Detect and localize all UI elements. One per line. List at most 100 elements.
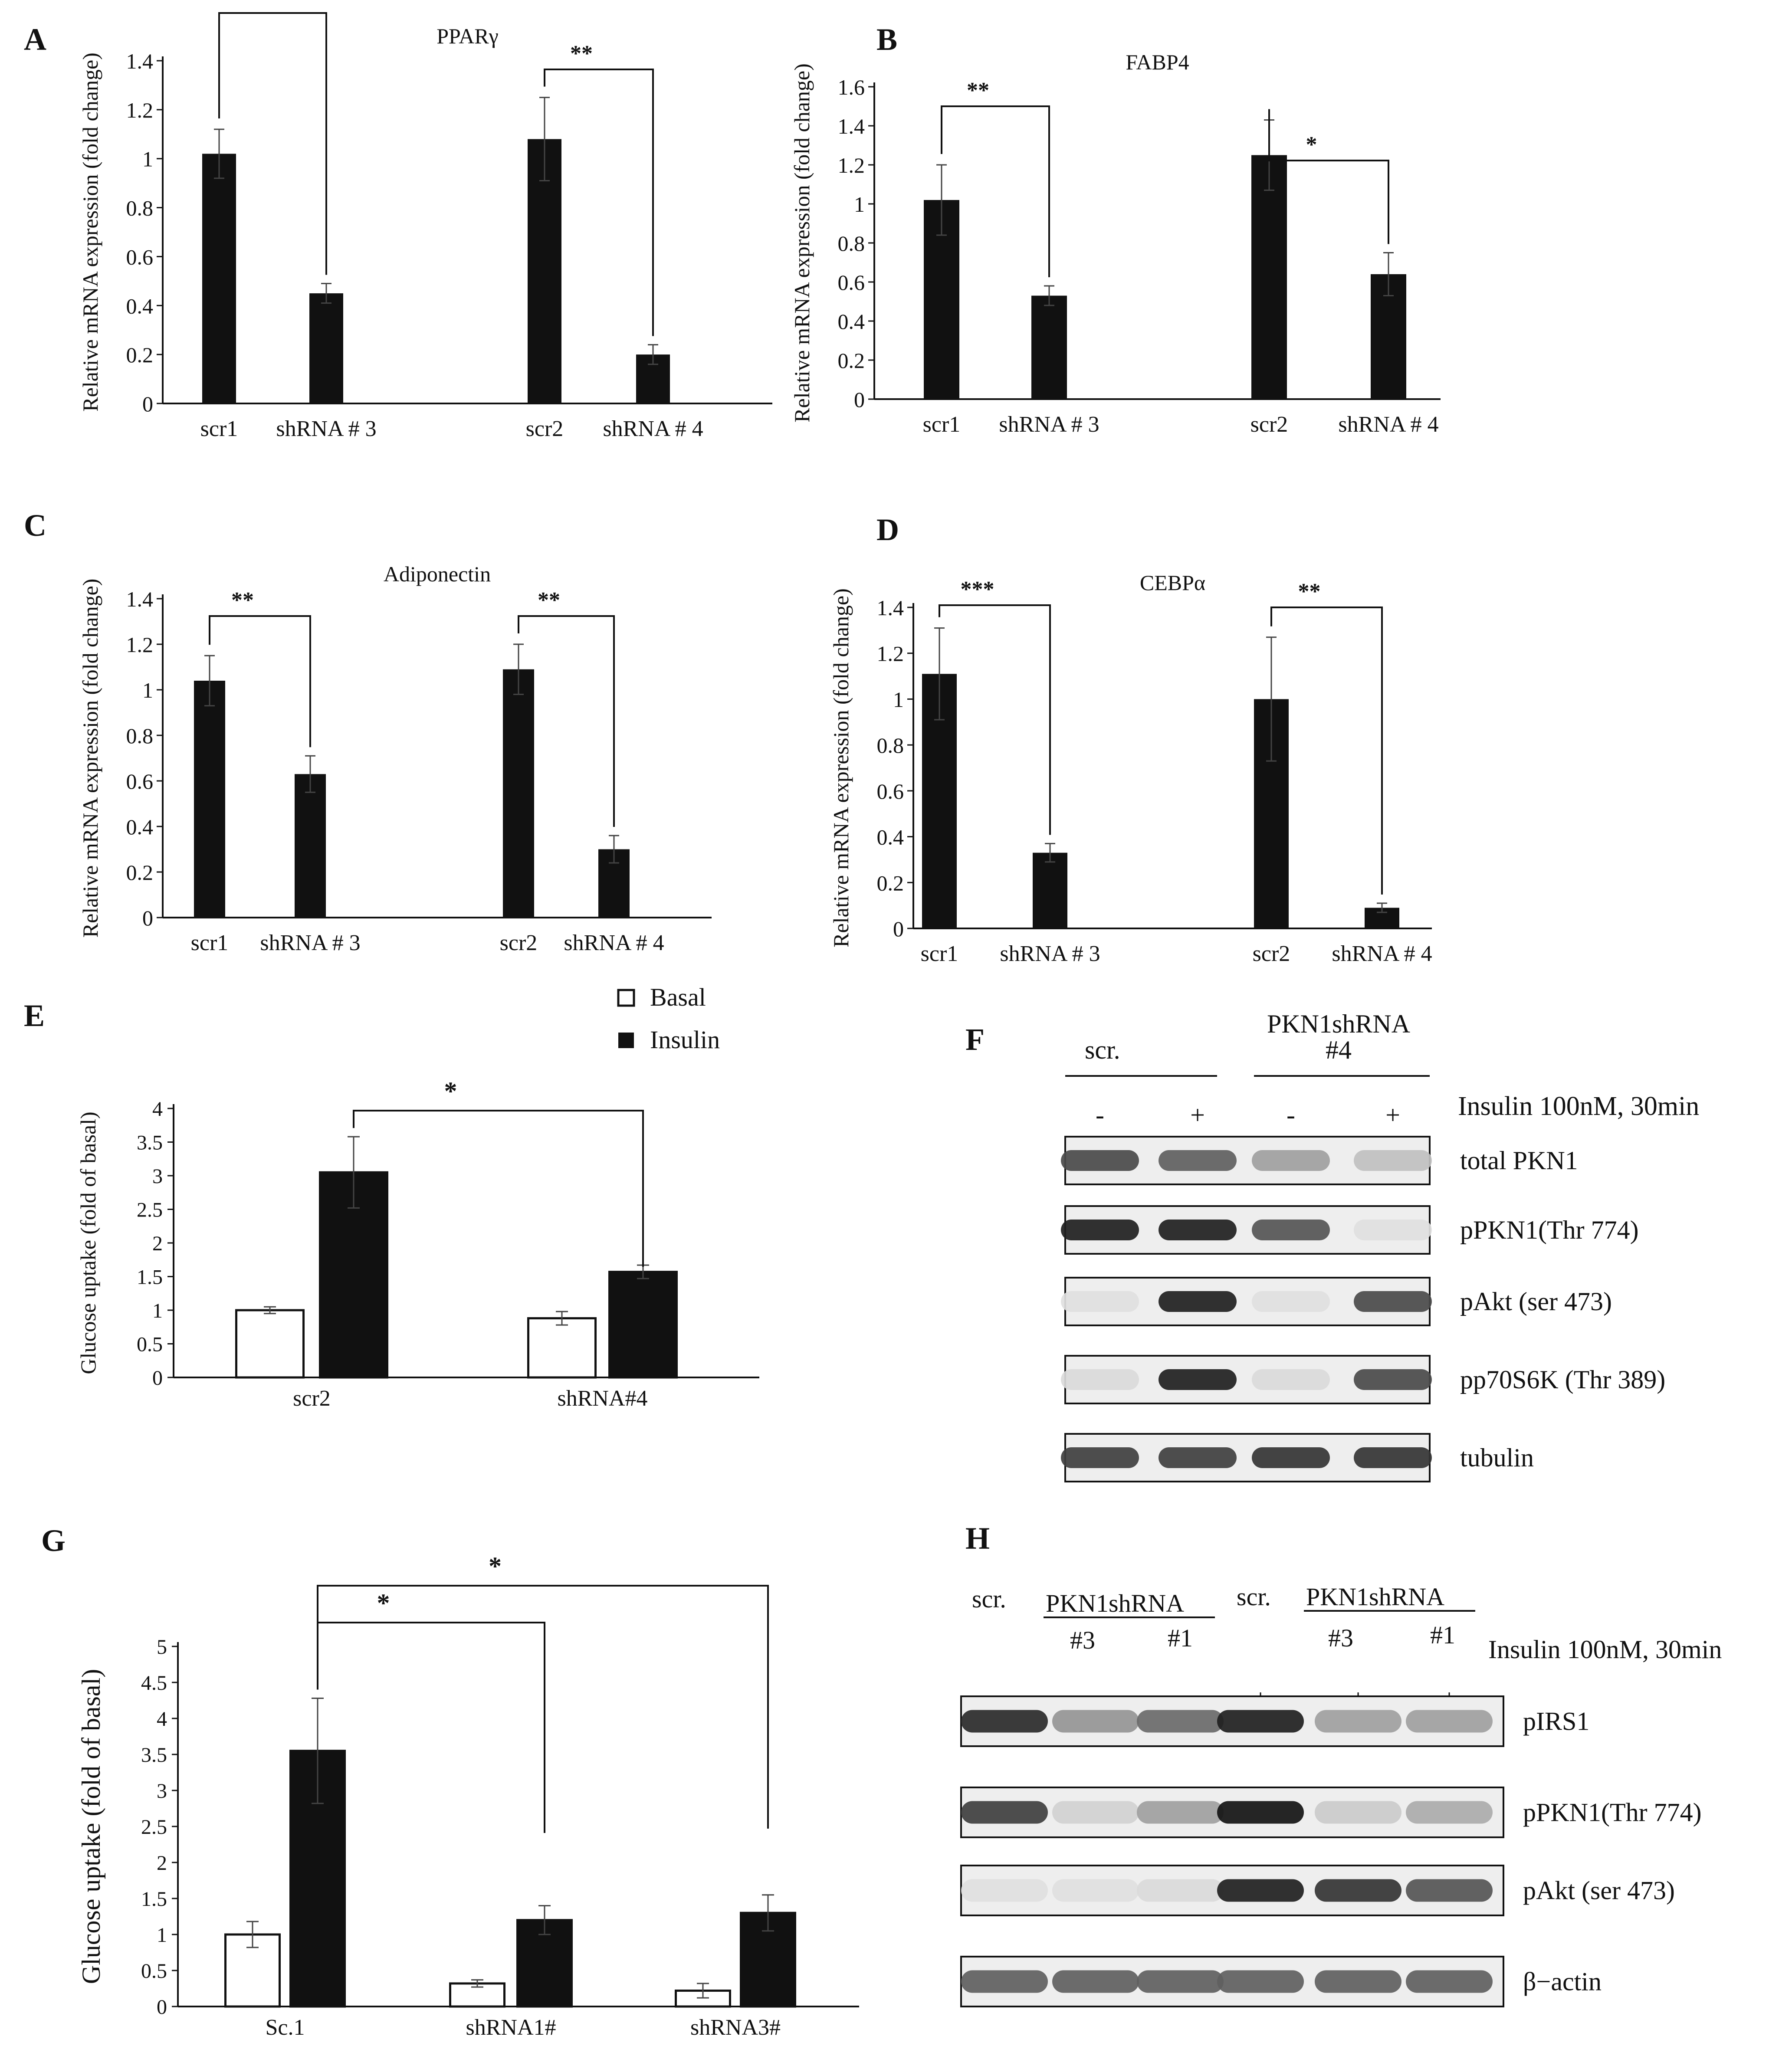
blot-band (1052, 1801, 1139, 1824)
blot-row-label: pAkt (ser 473) (1523, 1876, 1675, 1905)
y-axis-label: Relative mRNA expression (fold change) (78, 52, 102, 412)
x-tick-label: shRNA3# (690, 2015, 781, 2040)
x-tick-label: shRNA1# (466, 2015, 556, 2040)
panel-label-a: A (24, 22, 46, 57)
y-tick-label: 1.4 (838, 114, 865, 138)
blot-f-treatment: Insulin 100nM, 30min (1458, 1092, 1699, 1121)
blot-f-shrna-number: #4 (1326, 1036, 1352, 1064)
chart-title: PPARγ (437, 24, 499, 48)
blot-band (1354, 1220, 1432, 1240)
y-tick-label: 3 (152, 1165, 163, 1188)
blot-f: scr. PKN1shRNA #4 - + - + Insulin 100nM, 30… (1061, 1010, 1699, 1482)
y-tick-label: 1.5 (141, 1888, 167, 1911)
blot-row-label: β−actin (1523, 1967, 1602, 1996)
blot-band (1061, 1447, 1139, 1468)
y-tick-label: 1.4 (126, 587, 154, 611)
significance-label: * (377, 1589, 390, 1617)
x-tick-label: scr1 (191, 931, 229, 955)
blot-row-label: total PKN1 (1460, 1146, 1578, 1175)
y-tick-label: 4.5 (141, 1672, 167, 1695)
bar (202, 154, 236, 403)
y-tick-label: 1.2 (838, 153, 865, 177)
significance-bracket (1268, 109, 1389, 244)
significance-bracket (209, 615, 311, 748)
blot-band (1406, 1970, 1493, 1993)
blot-h-treatment: Insulin 100nM, 30min (1488, 1635, 1722, 1664)
blot-f-shrna-label: PKN1shRNA (1267, 1010, 1410, 1038)
blot-row (960, 1787, 1504, 1838)
blot-h-sub-label: #3 (1070, 1626, 1095, 1654)
blot-band (1217, 1879, 1304, 1902)
panel-label-e: E (24, 998, 45, 1033)
y-tick-label: 0.8 (126, 196, 154, 220)
y-tick-label: 0 (142, 906, 153, 930)
blot-band (1137, 1970, 1224, 1993)
blot-band (1159, 1447, 1237, 1468)
blot-h-scr-label-2: scr. (1237, 1583, 1271, 1611)
y-tick-label: 0.2 (126, 860, 154, 885)
x-tick-label: scr1 (200, 416, 238, 441)
y-tick-label: 0.4 (838, 309, 865, 334)
x-tick-label: shRNA # 4 (603, 416, 703, 441)
chart-glucose-uptake-e: 0 0.5 1 1.5 2 2.5 3 3.5 4 Glucose uptake (fold of… (76, 1077, 759, 1411)
y-tick-label: 0.8 (838, 231, 865, 256)
significance-bracket (544, 69, 654, 336)
blot-band (1061, 1150, 1139, 1171)
blot-band (1354, 1369, 1432, 1390)
blot-band (1252, 1150, 1330, 1171)
chart-fabp4: FABP4 0 0.2 0.4 0.6 0.8 1 1.2 1.4 1.6 Relative mRN… (790, 50, 1441, 437)
blot-band (1137, 1710, 1224, 1733)
legend-insulin-label: Insulin (650, 1026, 720, 1054)
blot-row (1061, 1136, 1432, 1185)
y-tick-label: 0.6 (877, 779, 904, 803)
lane-sign: - (1096, 1101, 1104, 1129)
blot-row-label: pPKN1(Thr 774) (1460, 1216, 1639, 1244)
blot-band (1217, 1801, 1304, 1824)
y-axis-label: Relative mRNA expression (fold change) (78, 579, 102, 938)
y-tick-label: 1.2 (126, 98, 154, 122)
x-tick-label: scr1 (923, 412, 961, 437)
significance-label: ** (570, 41, 593, 66)
y-tick-label: 0.5 (141, 1960, 167, 1983)
y-axis-label: Relative mRNA expression (fold change) (829, 588, 853, 948)
y-tick-label: 1.6 (838, 75, 865, 99)
y-tick-label: 1 (142, 678, 153, 702)
blot-band (1137, 1879, 1224, 1902)
lane-sign: + (1385, 1101, 1400, 1129)
y-tick-label: 0.4 (126, 294, 154, 318)
y-tick-label: 1.4 (877, 596, 904, 620)
blot-band (961, 1879, 1048, 1902)
bar (503, 669, 534, 918)
y-tick-label: 5 (157, 1636, 167, 1659)
y-tick-label: 0.8 (126, 724, 154, 748)
blot-row (960, 1956, 1504, 2007)
y-tick-label: 1 (157, 1924, 167, 1947)
significance-label: * (444, 1077, 457, 1105)
panel-label-f: F (965, 1022, 985, 1057)
blot-band (1252, 1220, 1330, 1240)
blot-band (1159, 1291, 1237, 1312)
y-tick-label: 0.8 (877, 733, 904, 757)
lane-sign: - (1287, 1101, 1295, 1129)
y-tick-label: 0.6 (126, 769, 154, 793)
x-tick-label: scr2 (293, 1386, 331, 1411)
blot-f-lane-signs: - + - + (1096, 1101, 1400, 1129)
blot-band (1354, 1150, 1432, 1171)
significance-bracket (317, 1585, 769, 1829)
blot-row (960, 1695, 1504, 1747)
y-tick-label: 1.2 (126, 633, 154, 657)
legend-insulin-swatch (618, 1033, 634, 1048)
bar (528, 139, 561, 404)
x-tick-label: shRNA # 3 (260, 931, 360, 955)
blot-row (1061, 1277, 1432, 1326)
blot-row-label: pAkt (ser 473) (1460, 1287, 1612, 1316)
x-tick-label: scr2 (1253, 941, 1290, 966)
y-tick-label: 3 (157, 1780, 167, 1803)
significance-bracket (218, 12, 327, 275)
blot-band (1315, 1879, 1401, 1902)
legend-basal-swatch (617, 989, 635, 1007)
x-tick-label: shRNA # 4 (1338, 412, 1438, 437)
bar (295, 774, 326, 918)
y-tick-label: 0 (157, 1996, 167, 2019)
blot-band (1159, 1150, 1237, 1171)
